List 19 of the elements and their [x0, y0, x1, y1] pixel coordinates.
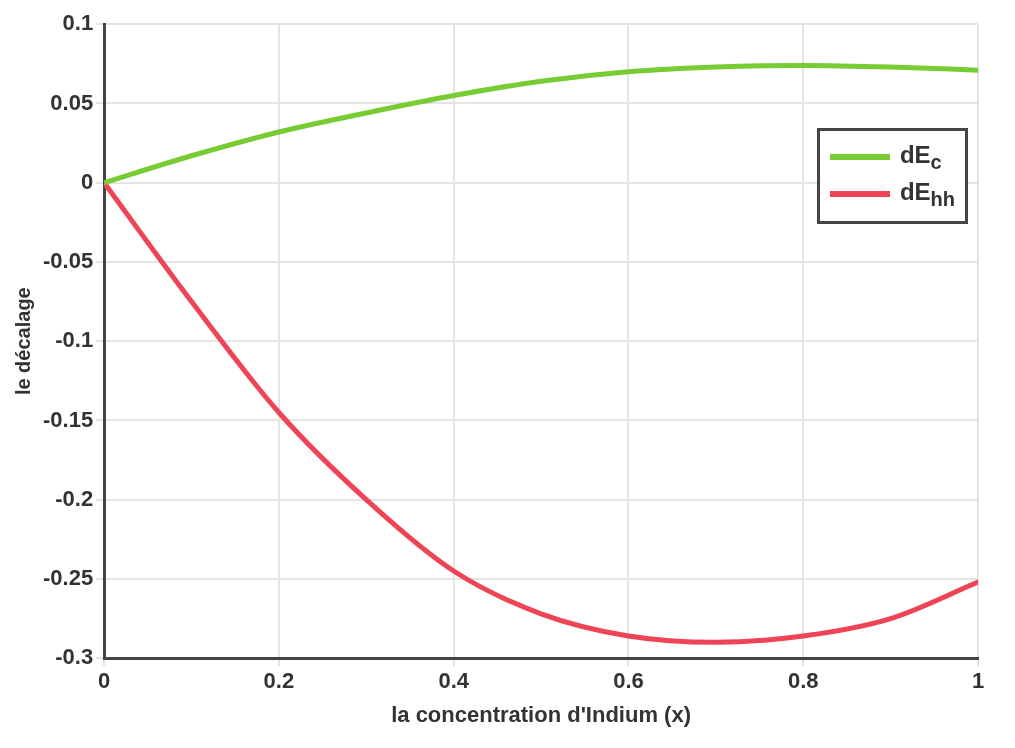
y-tick-label: -0.3	[55, 644, 94, 670]
y-axis-title: le décalage	[11, 287, 34, 396]
x-tick-label: 0.2	[263, 668, 295, 694]
x-tick-label: 0.4	[438, 668, 470, 694]
y-tick-label: 0	[80, 168, 94, 194]
y-tick-label: 0.1	[62, 10, 94, 36]
x-tick-label: 0	[98, 668, 111, 694]
x-tick-label: 0.6	[613, 668, 644, 694]
y-tick-label: 0.05	[50, 89, 94, 115]
y-tick-label: -0.05	[42, 248, 94, 274]
y-tick-label: -0.25	[42, 565, 94, 591]
legend-label: dE$_{hh}$	[899, 177, 955, 211]
legend-label: dE$_{c}$	[899, 141, 942, 174]
x-tick-label: 0.8	[787, 668, 819, 694]
y-tick-label: -0.2	[55, 485, 94, 511]
x-axis-title: la concentration d'Indium (x)	[391, 701, 691, 727]
y-tick-label: -0.1	[55, 327, 94, 353]
y-tick-label: -0.15	[42, 406, 94, 432]
x-tick-label: 1	[971, 668, 985, 694]
